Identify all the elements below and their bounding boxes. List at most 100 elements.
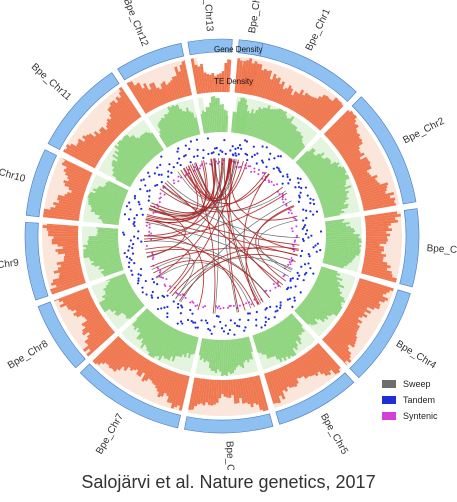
gene-bar — [345, 152, 365, 165]
te-bar — [212, 339, 217, 372]
gene-bar — [334, 324, 357, 343]
gene-bar — [241, 378, 248, 403]
tandem-dot — [285, 287, 289, 291]
tandem-dot — [177, 147, 180, 150]
tandem-dot — [277, 155, 280, 158]
te-bar — [319, 269, 337, 277]
te-bar — [182, 334, 191, 356]
gene-bar — [264, 373, 276, 404]
gene-bar — [284, 94, 293, 108]
tandem-dot — [166, 312, 169, 315]
te-bar — [236, 338, 242, 367]
gene-bar — [343, 149, 360, 161]
tandem-dot — [184, 144, 187, 147]
te-bar — [242, 113, 248, 135]
te-bar — [232, 112, 237, 133]
tandem-dot — [144, 279, 147, 283]
tandem-dot — [144, 184, 147, 187]
gene-bar — [344, 309, 360, 320]
gene-bar — [129, 81, 150, 113]
syntenic-dot — [294, 217, 297, 220]
chromosome-label-10: Bpe_Chr10 — [0, 160, 27, 185]
gene-bar — [365, 233, 391, 237]
te-bar — [140, 319, 162, 349]
te-bar — [317, 182, 347, 197]
tandem-dot — [275, 305, 278, 308]
gene-bar — [56, 258, 81, 266]
ideogram-1 — [244, 40, 357, 102]
syntenic-link — [159, 186, 284, 213]
tandem-dot — [238, 318, 241, 321]
tandem-dot — [220, 327, 224, 330]
sweep-link — [218, 158, 238, 313]
te-bar — [315, 174, 349, 192]
syntenic-dot — [191, 300, 194, 303]
te-bar — [182, 110, 193, 137]
sweep-link — [145, 221, 289, 277]
te-bar — [163, 114, 179, 143]
gene-bar — [346, 307, 363, 319]
tandem-dot — [163, 306, 166, 309]
gene-bar — [323, 110, 350, 136]
gene-bar — [278, 87, 288, 105]
syntenic-dot — [148, 230, 151, 233]
te-bar — [305, 296, 331, 317]
gene-bar — [311, 347, 332, 372]
te-bar — [294, 310, 307, 324]
te-bar — [325, 224, 346, 229]
gene-bar — [282, 365, 295, 388]
tandem-dot — [181, 306, 184, 309]
te-bar — [264, 108, 282, 142]
gene-bar — [338, 136, 361, 154]
te-bar — [323, 258, 348, 267]
tandem-dot — [128, 261, 131, 264]
syntenic-link — [243, 173, 270, 303]
tandem-dot — [264, 320, 267, 324]
gene-bar — [71, 190, 85, 197]
ideogram-9 — [24, 221, 49, 301]
gene-bar — [290, 89, 305, 111]
gene-bar — [365, 217, 396, 223]
te-bar — [128, 304, 145, 320]
te-bar — [111, 168, 134, 183]
gene-bar — [325, 110, 354, 138]
legend-swatch-sweep — [382, 380, 396, 388]
chromosome-label-11: Bpe_Chr11 — [29, 61, 74, 103]
gene-bar — [276, 88, 285, 104]
tandem-dot — [222, 330, 226, 333]
te-bar — [103, 268, 124, 277]
tandem-dot — [188, 147, 191, 151]
syntenic-link — [228, 158, 240, 313]
tandem-dot — [237, 146, 240, 149]
te-bar — [298, 153, 315, 168]
te-bar — [101, 288, 134, 309]
tandem-dot — [223, 138, 226, 142]
te-bar — [217, 97, 221, 133]
gene-bar — [134, 84, 152, 112]
tandem-dot — [202, 149, 205, 152]
te-bar — [321, 197, 349, 207]
tandem-dot — [131, 246, 134, 250]
sweep-link — [166, 180, 286, 212]
te-bar — [250, 107, 261, 137]
tandem-dot — [309, 197, 312, 200]
gene-bar — [109, 101, 131, 127]
gene-bar — [177, 375, 188, 406]
syntenic-dot — [227, 306, 230, 309]
syntenic-dot — [269, 289, 272, 292]
te-bar — [88, 200, 122, 211]
syntenic-link — [148, 166, 199, 218]
gene-bar — [48, 233, 79, 237]
tandem-dot — [200, 319, 203, 322]
gene-bar — [82, 327, 113, 352]
te-bar — [88, 237, 119, 241]
gene-bar — [108, 344, 130, 369]
tandem-dot — [269, 305, 272, 309]
tandem-dot — [192, 155, 196, 158]
te-bar — [83, 249, 120, 256]
te-bar — [256, 333, 266, 355]
tandem-dot — [229, 319, 232, 322]
gene-bar — [365, 243, 380, 247]
gene-bar — [314, 344, 341, 374]
te-bar — [221, 339, 224, 376]
